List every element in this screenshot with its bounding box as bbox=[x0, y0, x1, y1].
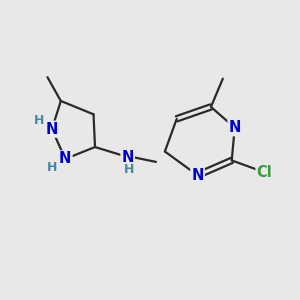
Text: N: N bbox=[191, 168, 204, 183]
Text: N: N bbox=[59, 152, 71, 166]
Text: Cl: Cl bbox=[256, 165, 272, 180]
Text: H: H bbox=[34, 114, 45, 128]
Text: N: N bbox=[122, 150, 134, 165]
Text: H: H bbox=[47, 161, 57, 174]
Text: N: N bbox=[46, 122, 58, 137]
Text: N: N bbox=[229, 120, 241, 135]
Text: H: H bbox=[124, 164, 134, 176]
